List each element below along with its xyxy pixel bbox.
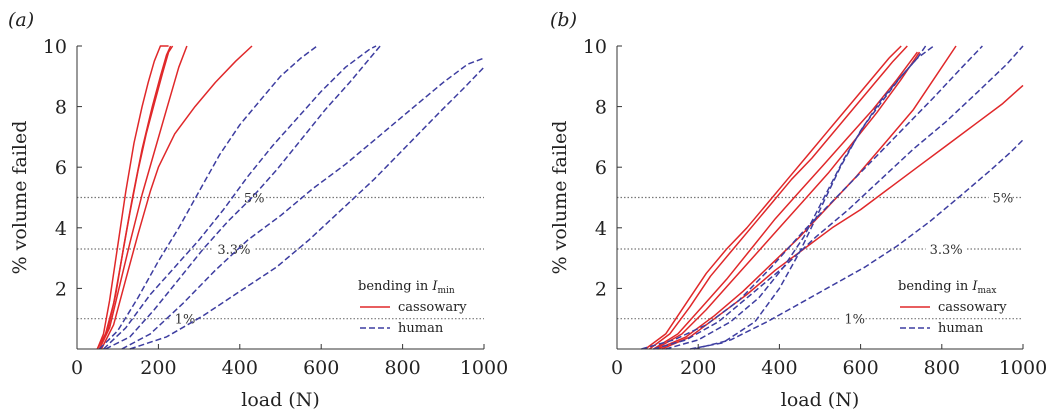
x-tick-label: 200: [140, 357, 176, 379]
series-line-cassowary: [657, 45, 957, 350]
x-axis-label: load (N): [781, 389, 860, 411]
y-tick-label: 10: [583, 36, 607, 58]
x-tick-label: 0: [71, 357, 83, 379]
series-line-human: [653, 45, 1024, 350]
y-tick-label: 6: [55, 157, 67, 179]
legend-label-cassowary: cassowary: [938, 300, 1007, 315]
series-line-human: [665, 45, 927, 350]
series-line-cassowary: [653, 51, 919, 350]
series-line-human: [693, 139, 1024, 350]
series-line-human: [641, 45, 983, 350]
series-line-human: [689, 45, 935, 350]
reference-label-bg: [840, 310, 865, 327]
x-tick-label: 1000: [999, 357, 1047, 379]
reference-line-label: 1%: [844, 313, 865, 328]
series-line-human: [121, 57, 485, 350]
legend: bending in Imin cassowary human: [358, 279, 467, 336]
legend: bending in Imax cassowary human: [898, 279, 1007, 336]
x-axis-label: load (N): [241, 389, 320, 411]
reference-label-bg: [213, 241, 254, 258]
y-tick-label: 4: [595, 218, 607, 240]
legend-label-cassowary: cassowary: [398, 300, 467, 315]
reference-line-label: 5%: [993, 192, 1014, 207]
y-tick-label: 8: [595, 97, 607, 119]
y-axis-label: % volume failed: [9, 121, 31, 275]
legend-title: bending in Imax: [898, 279, 996, 296]
reference-line-label: 5%: [244, 192, 265, 207]
panel-label: (b): [550, 9, 577, 31]
x-tick-label: 1000: [460, 357, 508, 379]
y-axis-label: % volume failed: [549, 121, 571, 275]
reference-label-bg: [988, 189, 1013, 206]
reference-line-label: 3.3%: [217, 243, 250, 258]
y-tick-label: 8: [55, 97, 67, 119]
y-tick-label: 10: [43, 36, 67, 58]
y-tick-label: 4: [55, 218, 67, 240]
chart-panel-b: (b) 5% 3.3% 1% 0 200 400 600 800 1000 2 4 6 8 10 load (…: [549, 9, 1047, 411]
y-tick-label: 6: [595, 157, 607, 179]
reference-line-label: 1%: [175, 313, 196, 328]
series-line-cassowary: [100, 45, 253, 350]
series-line-human: [98, 45, 318, 350]
x-tick-label: 600: [303, 357, 339, 379]
panel-label: (a): [8, 9, 34, 31]
legend-title: bending in Imin: [358, 279, 455, 296]
series-line-cassowary: [649, 45, 908, 350]
series-line-cassowary: [98, 45, 188, 350]
reference-line-label: 3.3%: [930, 243, 963, 258]
x-tick-label: 800: [384, 357, 420, 379]
series-line-human: [105, 45, 381, 350]
x-tick-label: 400: [222, 357, 258, 379]
y-tick-label: 2: [595, 278, 607, 300]
series-line-cassowary: [98, 45, 172, 350]
series-line-cassowary: [655, 51, 921, 350]
x-tick-label: 200: [680, 357, 716, 379]
series-line-cassowary: [96, 45, 169, 350]
x-tick-label: 0: [611, 357, 623, 379]
series-line-human: [102, 45, 377, 350]
legend-label-human: human: [398, 321, 444, 336]
x-tick-label: 600: [842, 357, 878, 379]
series-line-human: [129, 66, 485, 350]
chart-panel-a: (a) 5% 3.3% 1% 0 200 400 600 800 1000 2 4 6 8 10 load (…: [8, 9, 508, 411]
x-tick-label: 400: [761, 357, 797, 379]
legend-label-human: human: [938, 321, 984, 336]
series-line-cassowary: [644, 45, 902, 350]
reference-label-bg: [170, 310, 195, 327]
reference-label-bg: [925, 241, 966, 258]
x-tick-label: 800: [924, 357, 960, 379]
y-tick-label: 2: [55, 278, 67, 300]
